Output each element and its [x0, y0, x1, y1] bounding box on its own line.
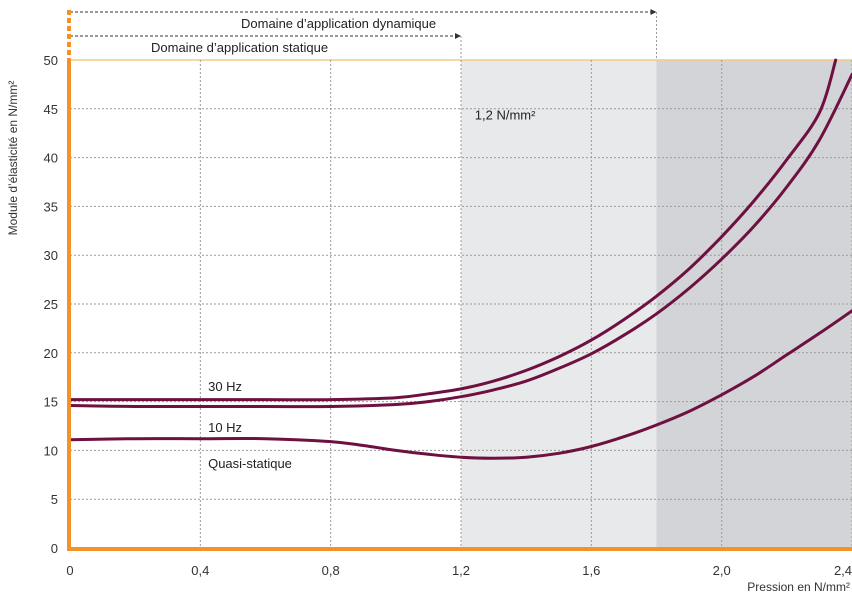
y-tick-label: 45 [44, 102, 58, 117]
grid [70, 59, 852, 548]
series-line-2 [68, 309, 852, 460]
series-label-2: Quasi-statique [208, 456, 292, 471]
series-line-0 [68, 58, 838, 402]
y-tick-label: 35 [44, 199, 58, 214]
series-lines [68, 58, 852, 460]
domain-arrows: Domaine d’application dynamique Domaine d… [70, 9, 657, 60]
axes [67, 10, 852, 551]
y-tick-label: 40 [44, 151, 58, 166]
y-axis-label: Module d’élasticité en N/mm² [6, 81, 20, 236]
series-line-1 [68, 73, 852, 409]
y-tick-label: 10 [44, 443, 58, 458]
x-tick-label: 1,6 [582, 563, 600, 578]
x-axis-label: Pression en N/mm² [747, 580, 850, 594]
series-label-1: 10 Hz [208, 420, 242, 435]
annotations: 30 Hz 10 Hz Quasi-statique 1,2 N/mm² [208, 108, 536, 472]
x-tick-label: 0,8 [322, 563, 340, 578]
x-tick-label: 2,0 [713, 563, 731, 578]
y-tick-label: 30 [44, 248, 58, 263]
x-tick-label: 0 [66, 563, 73, 578]
y-tick-label: 0 [51, 541, 58, 556]
domain-arrowhead-1 [455, 33, 461, 39]
domain-arrowhead-0 [650, 9, 657, 15]
y-tick-label: 20 [44, 346, 58, 361]
y-tick-label: 25 [44, 297, 58, 312]
region-label: 1,2 N/mm² [475, 108, 536, 123]
x-tick-label: 2,4 [834, 563, 852, 578]
y-tick-label: 50 [44, 53, 58, 68]
x-tick-label: 1,2 [452, 563, 470, 578]
y-tick-label: 5 [51, 492, 58, 507]
x-tick-label: 0,4 [191, 563, 209, 578]
y-tick-label: 15 [44, 395, 58, 410]
domain-label-1: Domaine d’application statique [151, 40, 328, 55]
domain-label-0: Domaine d’application dynamique [241, 16, 436, 31]
tick-labels: 0 5 10 15 20 25 30 35 40 45 50 0 0,4 0,8 1,2 1,6 2,0 2,4 [44, 53, 852, 578]
series-label-0: 30 Hz [208, 379, 242, 394]
